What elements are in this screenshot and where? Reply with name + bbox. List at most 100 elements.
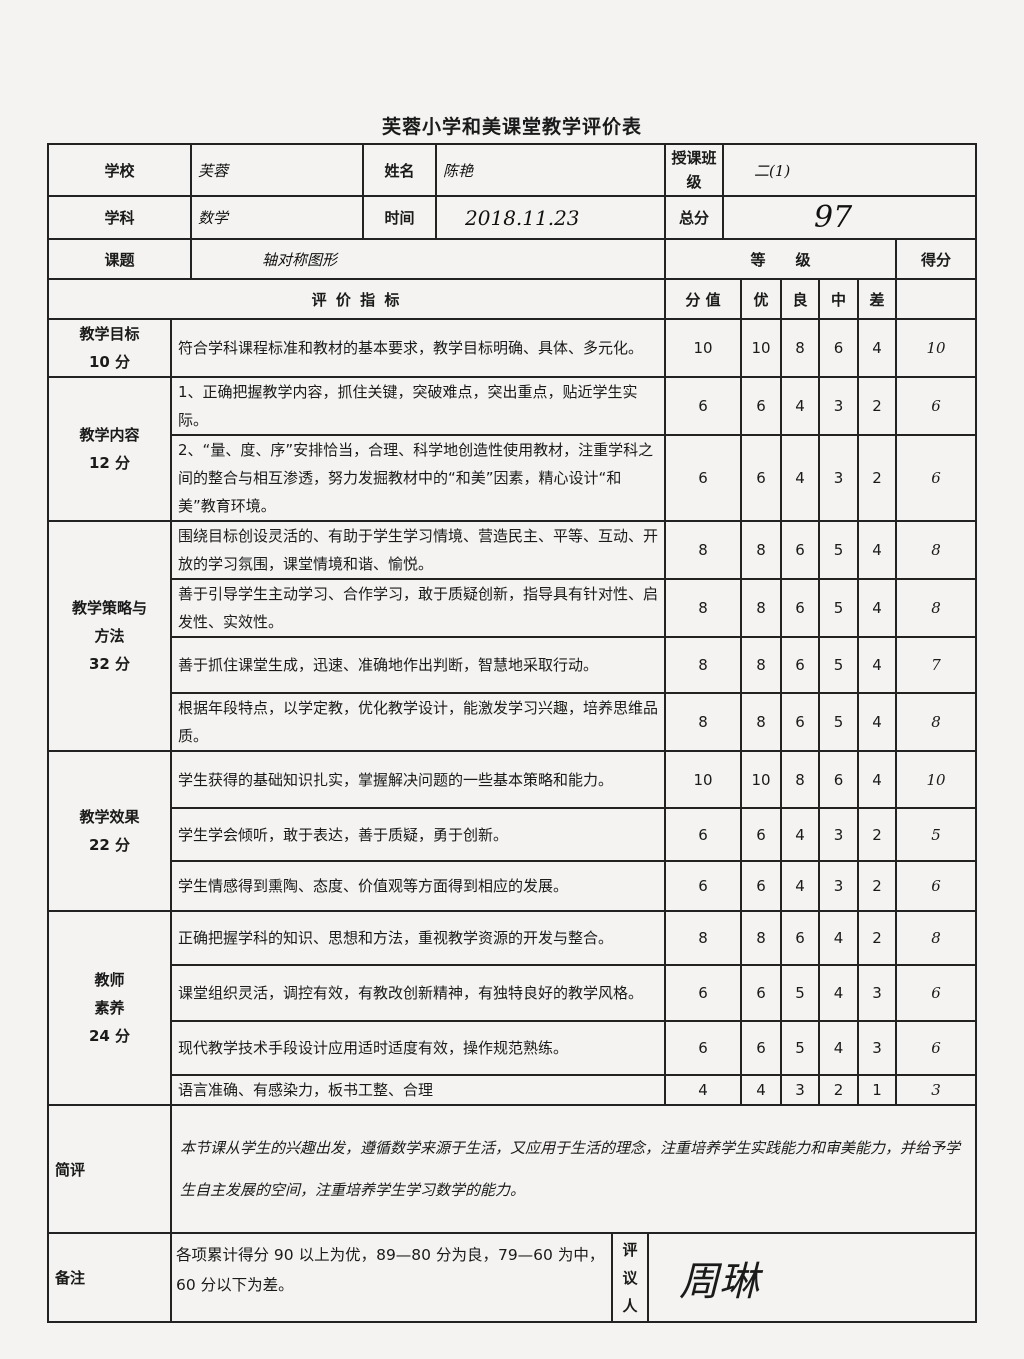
score-value: 6 (895, 964, 978, 1022)
category-cell: 教学效果 22 分 (47, 750, 172, 912)
grade-good-value: 6 (780, 578, 821, 638)
grade-good-value: 8 (780, 318, 821, 378)
category-text: 10 分 (88, 353, 131, 371)
time-value: 2018.11.23 (435, 195, 667, 240)
grade-good-value: 4 (780, 434, 821, 522)
name-label: 姓名 (362, 143, 438, 197)
score-value: 10 (895, 318, 978, 378)
grade-poor-value: 4 (857, 692, 898, 752)
indicator-text: 2、“量、度、序”安排恰当，合理、科学地创造性使用教材，注重学科之间的整合与相互… (169, 434, 667, 522)
score-value: 10 (895, 750, 978, 809)
score-value: 6 (895, 376, 978, 436)
score-value: 6 (895, 860, 978, 912)
max-value: 6 (664, 1020, 743, 1076)
grade-poor-value: 1 (857, 1074, 898, 1106)
score-value: 6 (895, 1020, 978, 1076)
grade-good-value: 3 (780, 1074, 821, 1106)
reviewer-label-char: 评 (622, 1240, 638, 1259)
score-value: 8 (895, 578, 978, 638)
grade-poor-value: 4 (857, 636, 898, 694)
max-value: 8 (664, 520, 743, 580)
reviewer-label: 评 议 人 (611, 1234, 650, 1321)
grade-fair-value: 5 (818, 578, 860, 638)
score-value: 8 (895, 520, 978, 580)
category-text: 教学策略与 (71, 599, 147, 617)
total-value: 97 (722, 195, 978, 240)
max-value: 8 (664, 578, 743, 638)
note-label: 备注 (47, 1232, 172, 1323)
indicator-header: 评 价 指 标 (46, 278, 667, 320)
indicator-text: 符合学科课程标准和教材的基本要求，教学目标明确、具体、多元化。 (169, 318, 667, 378)
grade-fair-value: 4 (818, 1020, 860, 1076)
grade-good-value: 6 (780, 636, 821, 694)
topic-value: 轴对称图形 (190, 238, 667, 280)
grade-excellent-header: 优 (740, 278, 783, 320)
max-value: 8 (664, 636, 743, 694)
table-row: 教学目标 10 分符合学科课程标准和教材的基本要求，教学目标明确、具体、多元化。 1… (47, 318, 978, 378)
grade-good-value: 4 (780, 376, 821, 436)
grade-excellent-value: 8 (740, 692, 783, 752)
grade-poor-value: 4 (857, 750, 898, 809)
grade-poor-value: 4 (857, 520, 898, 580)
grade-fair-value: 5 (818, 692, 860, 752)
grade-poor-value: 3 (857, 1020, 898, 1076)
grade-poor-value: 4 (857, 578, 898, 638)
max-value: 6 (664, 376, 743, 436)
max-value: 10 (664, 318, 743, 378)
name-value: 陈艳 (435, 143, 667, 197)
indicator-text: 善于引导学生主动学习、合作学习，敢于质疑创新，指导具有针对性、启发性、实效性。 (169, 578, 667, 638)
topic-label: 课题 (46, 238, 193, 280)
table-row: 教学效果 22 分学生获得的基础知识扎实，掌握解决问题的一些基本策略和能力。 10 1… (47, 750, 978, 912)
indicator-text: 1、正确把握教学内容，抓住关键，突破难点，突出重点，贴近学生实际。 (169, 376, 667, 436)
grade-fair-value: 3 (818, 376, 860, 436)
grade-good-value: 8 (780, 750, 821, 809)
grade-fair-value: 4 (818, 964, 860, 1022)
max-value: 6 (664, 964, 743, 1022)
grade-fair-value: 4 (818, 910, 860, 966)
value-header: 分 值 (664, 278, 743, 320)
reviewer-label-char: 议 (622, 1268, 638, 1287)
comment-text: 本节课从学生的兴趣出发，遵循数学来源于生活，又应用于生活的理念，注重培养学生实践… (169, 1104, 978, 1234)
grade-excellent-value: 10 (740, 750, 783, 809)
grade-fair-value: 6 (818, 750, 860, 809)
table-row: 学生学会倾听，敢于表达，善于质疑，勇于创新。 6 6 4 3 2 5 (48, 807, 978, 862)
comment-label: 简评 (47, 1104, 172, 1234)
subject-value: 数学 (190, 195, 365, 240)
grade-good-header: 良 (780, 278, 821, 320)
score-value: 8 (895, 910, 978, 966)
grade-excellent-value: 8 (740, 520, 783, 580)
reviewer-signature: 周琳 (679, 1258, 760, 1305)
grade-good-value: 6 (780, 520, 821, 580)
max-value: 6 (664, 860, 743, 912)
grade-poor-value: 4 (857, 318, 898, 378)
time-label: 时间 (362, 195, 438, 240)
grade-fair-value: 5 (818, 520, 860, 580)
grade-excellent-value: 4 (740, 1074, 783, 1106)
grade-good-value: 5 (780, 1020, 821, 1076)
school-label: 学校 (46, 143, 193, 197)
category-text: 24 分 (88, 1027, 131, 1045)
grade-header: 等 级 (664, 238, 898, 280)
table-row: 教师 素养 24 分正确把握学科的知识、思想和方法，重视教学资源的开发与整合。 8 8 6… (47, 910, 978, 1106)
grade-excellent-value: 6 (740, 1020, 783, 1076)
score-value: 6 (895, 434, 978, 522)
grade-fair-value: 5 (818, 636, 860, 694)
grade-fair-value: 3 (818, 807, 860, 862)
grade-excellent-value: 6 (740, 376, 783, 436)
table-row: 教学策略与 方法 32 分 围绕目标创设灵活的、有助于学生学习情境、营造民主、平等、互… (47, 520, 978, 752)
category-text: 22 分 (88, 836, 131, 854)
grade-excellent-value: 8 (740, 910, 783, 966)
table-row: 根据年段特点，以学定教，优化教学设计，能激发学习兴趣，培养思维品质。 8 8 6 5 4 8 (48, 692, 978, 752)
table-row: 学生情感得到熏陶、态度、价值观等方面得到相应的发展。 6 6 4 3 2 6 (48, 860, 978, 912)
grade-excellent-value: 6 (740, 860, 783, 912)
indicator-text: 现代教学技术手段设计应用适时适度有效，操作规范熟练。 (169, 1020, 667, 1076)
indicator-text: 学生获得的基础知识扎实，掌握解决问题的一些基本策略和能力。 (169, 750, 667, 809)
indicator-text: 学生学会倾听，敢于表达，善于质疑，勇于创新。 (169, 807, 667, 862)
max-value: 4 (664, 1074, 743, 1106)
reviewer-label-char: 人 (622, 1296, 638, 1315)
grade-poor-value: 2 (857, 376, 898, 436)
score-value: 3 (895, 1074, 978, 1106)
grade-excellent-value: 6 (740, 964, 783, 1022)
table-row: 教学内容 12 分 1、正确把握教学内容，抓住关键，突破难点，突出重点，贴近学生实际… (47, 376, 978, 522)
category-text: 素养 (94, 999, 125, 1017)
